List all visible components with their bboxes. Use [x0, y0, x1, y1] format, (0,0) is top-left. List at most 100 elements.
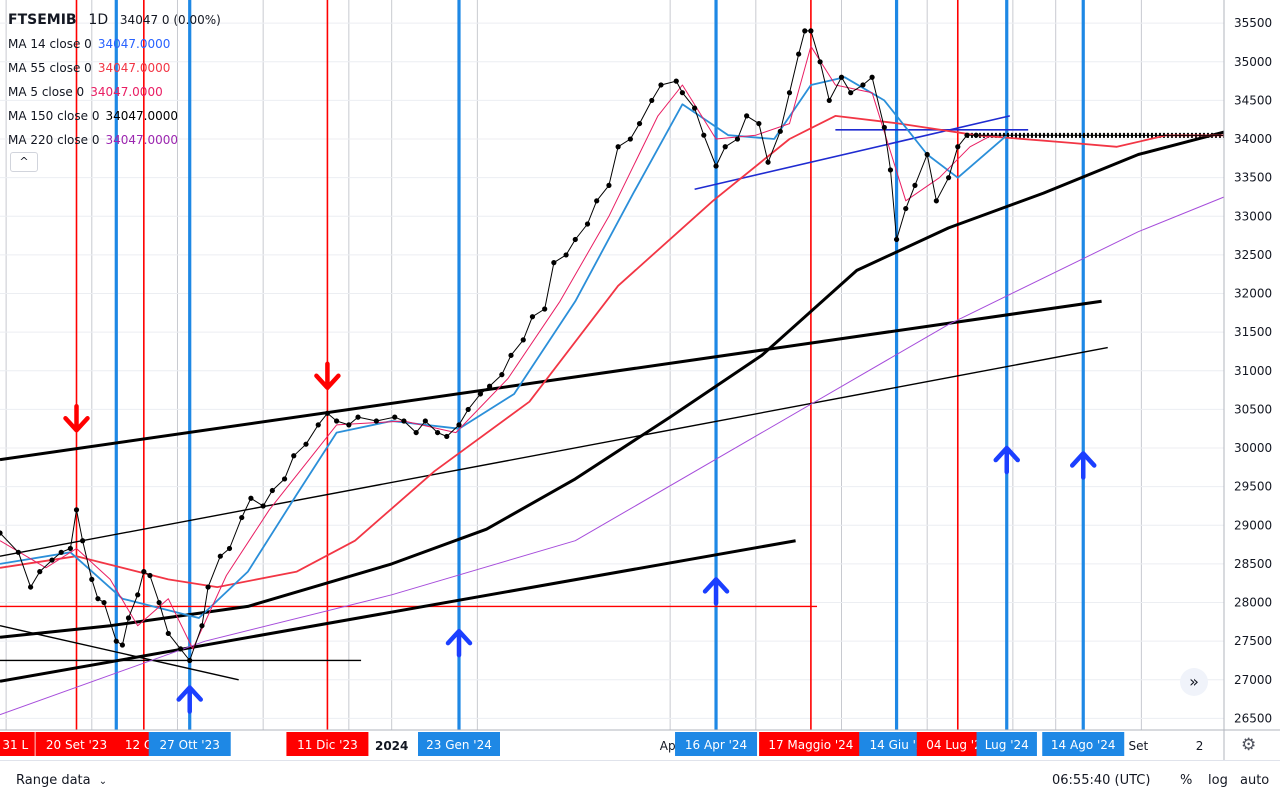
price-point[interactable]	[291, 453, 297, 459]
price-point[interactable]	[964, 132, 970, 138]
trendline[interactable]	[0, 346, 1108, 557]
price-point[interactable]	[679, 90, 685, 96]
price-point[interactable]	[903, 205, 909, 212]
price-point[interactable]	[217, 553, 223, 559]
price-point[interactable]	[912, 182, 918, 188]
price-point[interactable]	[239, 514, 245, 521]
price-point[interactable]	[722, 144, 728, 150]
price-point[interactable]	[373, 418, 379, 424]
price-point[interactable]	[563, 252, 569, 258]
price-point[interactable]	[199, 623, 205, 629]
price-point[interactable]	[860, 82, 866, 88]
price-point[interactable]	[147, 572, 153, 579]
price-point[interactable]	[73, 507, 80, 513]
price-point[interactable]	[734, 136, 741, 142]
price-point[interactable]	[269, 487, 275, 494]
price-point[interactable]	[765, 159, 771, 165]
price-point[interactable]	[346, 422, 352, 428]
price-point[interactable]	[756, 120, 762, 127]
price-point[interactable]	[260, 503, 266, 509]
price-point[interactable]	[606, 182, 612, 188]
price-point[interactable]	[334, 418, 340, 424]
price-point[interactable]	[817, 59, 823, 65]
price-point[interactable]	[808, 28, 814, 34]
symbol-name[interactable]: FTSEMIB	[8, 12, 77, 28]
trendline[interactable]	[0, 299, 1102, 462]
price-point[interactable]	[838, 74, 845, 80]
price-point[interactable]	[177, 646, 184, 652]
price-point[interactable]	[141, 569, 147, 575]
gear-icon[interactable]: ⚙	[1241, 735, 1257, 755]
price-point[interactable]	[248, 495, 254, 501]
price-point[interactable]	[303, 441, 309, 447]
price-point[interactable]	[315, 422, 321, 428]
collapse-legend-button[interactable]: ^	[10, 152, 38, 172]
price-point[interactable]	[692, 105, 698, 111]
price-point[interactable]	[786, 90, 793, 96]
price-point[interactable]	[401, 418, 407, 424]
price-point[interactable]	[551, 260, 557, 266]
price-point[interactable]	[826, 97, 832, 104]
price-point[interactable]	[881, 124, 887, 131]
price-point[interactable]	[673, 78, 679, 84]
price-point[interactable]	[119, 642, 125, 648]
series-line-ma-55[interactable]	[0, 115, 1224, 588]
indicator-row[interactable]: MA 55 close 0 34047.0000	[8, 56, 221, 80]
price-point[interactable]	[508, 352, 514, 358]
price-point[interactable]	[973, 132, 979, 138]
price-point[interactable]	[135, 592, 141, 598]
price-point[interactable]	[324, 410, 331, 416]
price-point[interactable]	[893, 236, 900, 243]
price-point[interactable]	[572, 236, 578, 243]
indicator-row[interactable]: MA 220 close 0 34047.0000	[8, 128, 221, 152]
price-point[interactable]	[529, 314, 536, 320]
price-point[interactable]	[924, 151, 930, 158]
price-point[interactable]	[713, 163, 719, 169]
price-point[interactable]	[542, 306, 548, 312]
price-point[interactable]	[444, 433, 450, 440]
price-point[interactable]	[477, 391, 484, 397]
scroll-to-latest-button[interactable]: »	[1180, 668, 1208, 696]
price-point[interactable]	[615, 144, 621, 150]
log-scale-button[interactable]: log	[1208, 773, 1228, 788]
price-point[interactable]	[887, 167, 894, 173]
price-point[interactable]	[520, 337, 526, 343]
price-point[interactable]	[156, 599, 162, 606]
trendline[interactable]	[0, 539, 796, 683]
price-point[interactable]	[67, 545, 73, 552]
price-point[interactable]	[392, 414, 398, 420]
price-point[interactable]	[584, 221, 591, 227]
series-line-ma-150[interactable]	[0, 130, 1225, 639]
series-line-ma-5[interactable]	[0, 45, 992, 650]
price-point[interactable]	[744, 113, 750, 119]
price-point[interactable]	[15, 549, 21, 555]
price-point[interactable]	[701, 132, 707, 138]
indicator-row[interactable]: MA 5 close 0 34047.0000	[8, 80, 221, 104]
auto-scale-button[interactable]: auto	[1240, 773, 1270, 788]
price-point[interactable]	[933, 198, 939, 204]
price-point[interactable]	[848, 90, 854, 96]
trendline[interactable]	[694, 115, 1010, 191]
price-point[interactable]	[456, 422, 462, 428]
price-point[interactable]	[955, 144, 961, 150]
price-point[interactable]	[422, 418, 428, 424]
price-point[interactable]	[802, 28, 808, 34]
price-point[interactable]	[355, 414, 361, 420]
price-point[interactable]	[89, 576, 95, 582]
indicator-row[interactable]: MA 150 close 0 34047.0000	[8, 104, 221, 128]
price-point[interactable]	[499, 372, 505, 378]
price-point[interactable]	[636, 120, 643, 127]
price-point[interactable]	[777, 128, 783, 134]
price-point[interactable]	[796, 51, 802, 57]
price-point[interactable]	[125, 615, 132, 621]
price-chart[interactable]: 26500 27000 27500 28000 28500 29000 29500 30000…	[0, 0, 1280, 760]
price-point[interactable]	[594, 198, 600, 204]
price-point[interactable]	[187, 657, 193, 664]
series-line-ma-220[interactable]	[0, 196, 1225, 716]
price-point[interactable]	[627, 136, 633, 142]
interval[interactable]: 1D	[88, 12, 109, 28]
price-point[interactable]	[58, 549, 64, 555]
price-point[interactable]	[80, 538, 86, 544]
range-data-button[interactable]: Range data ⌄	[16, 773, 107, 788]
price-point[interactable]	[487, 383, 493, 389]
